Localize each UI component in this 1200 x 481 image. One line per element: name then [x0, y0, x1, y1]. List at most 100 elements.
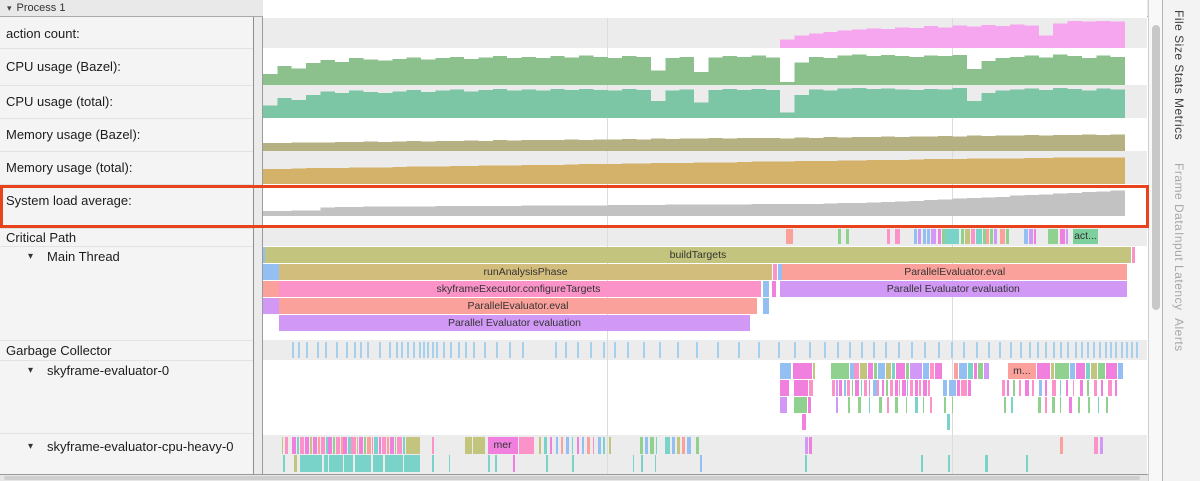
- skyframe-evaluator-0-slice[interactable]: [780, 397, 788, 413]
- gc-event-tick[interactable]: [613, 342, 616, 358]
- skyframe-evaluator-cpu-heavy-0-slice[interactable]: [309, 437, 312, 454]
- vertical-scrollbar-thumb[interactable]: [1152, 25, 1160, 310]
- collapse-arrow-icon[interactable]: ▾: [28, 364, 34, 376]
- skyframe-evaluator-0-slice[interactable]: [1097, 397, 1100, 413]
- skyframe-evaluator-0-slice[interactable]: [973, 363, 978, 379]
- gc-event-tick[interactable]: [1099, 342, 1102, 358]
- skyframe-evaluator-0-slice[interactable]: [895, 397, 898, 413]
- skyframe-evaluator-0-slice[interactable]: [889, 380, 894, 396]
- timeline-canvas[interactable]: act... buildTargets runAnalysisPhase Parall…: [263, 0, 1147, 474]
- skyframe-evaluator-cpu-heavy-0-slice[interactable]: [682, 437, 685, 454]
- skyframe-evaluator-cpu-heavy-0-slice[interactable]: [576, 437, 580, 454]
- skyframe-evaluator-cpu-heavy-0-slice[interactable]: [386, 437, 390, 454]
- collapse-arrow-icon[interactable]: ▾: [28, 250, 34, 262]
- skyframe-evaluator-0-slice[interactable]: [1108, 380, 1112, 396]
- skyframe-evaluator-0-slice[interactable]: [1045, 397, 1048, 413]
- skyframe-evaluator-cpu-heavy-0-slice[interactable]: [572, 455, 575, 472]
- gc-event-tick[interactable]: [911, 342, 913, 358]
- gc-event-tick[interactable]: [897, 342, 900, 358]
- skyframe-evaluator-0-slice[interactable]: [1018, 380, 1021, 396]
- gc-event-tick[interactable]: [389, 342, 392, 358]
- skyframe-evaluator-cpu-heavy-0-slice[interactable]: [639, 437, 644, 454]
- skyframe-evaluator-cpu-heavy-0-slice[interactable]: [687, 437, 691, 454]
- gc-event-tick[interactable]: [823, 342, 826, 358]
- gc-event-tick[interactable]: [395, 342, 398, 358]
- gc-event-tick[interactable]: [418, 342, 421, 358]
- gc-event-tick[interactable]: [1037, 342, 1040, 358]
- skyframe-evaluator-0-slice[interactable]: [1059, 397, 1062, 413]
- gc-event-tick[interactable]: [975, 342, 978, 358]
- skyframe-evaluator-0-slice[interactable]: [1025, 380, 1029, 396]
- skyframe-evaluator-cpu-heavy-0-slice[interactable]: [654, 455, 657, 472]
- skyframe-evaluator-0-slice-m...[interactable]: m...: [1008, 363, 1036, 379]
- skyframe-evaluator-0-slice[interactable]: [848, 397, 850, 413]
- skyframe-evaluator-0-slice[interactable]: [1010, 397, 1013, 413]
- skyframe-evaluator-0-slice[interactable]: [1115, 380, 1117, 396]
- skyframe-evaluator-0-slice[interactable]: [839, 380, 843, 396]
- skyframe-evaluator-cpu-heavy-0-slice[interactable]: [363, 437, 367, 454]
- skyframe-evaluator-0-slice[interactable]: [949, 380, 957, 396]
- skyframe-evaluator-cpu-heavy-0-slice[interactable]: [566, 437, 569, 454]
- skyframe-evaluator-cpu-heavy-0-slice[interactable]: [655, 437, 658, 454]
- skyframe-evaluator-cpu-heavy-0-slice[interactable]: [582, 437, 584, 454]
- skyframe-evaluator-0-slice[interactable]: [873, 363, 878, 379]
- skyframe-evaluator-0-slice[interactable]: [1055, 363, 1070, 379]
- skyframe-evaluator-cpu-heavy-0-slice[interactable]: [351, 437, 356, 454]
- skyframe-evaluator-0-slice[interactable]: [1105, 397, 1109, 413]
- skyframe-evaluator-0-slice[interactable]: [1106, 363, 1117, 379]
- skyframe-evaluator-cpu-heavy-0-slice[interactable]: [285, 437, 288, 454]
- skyframe-evaluator-cpu-heavy-0-slice[interactable]: [406, 437, 421, 454]
- critical-path-slice[interactable]: [989, 229, 994, 244]
- critical-path-slice[interactable]: [994, 229, 997, 244]
- skyframe-evaluator-cpu-heavy-0-slice[interactable]: [804, 455, 807, 472]
- skyframe-evaluator-0-slice[interactable]: [1065, 380, 1069, 396]
- main-thread-slice-Parallel Evaluator evaluation[interactable]: Parallel Evaluator evaluation: [780, 281, 1127, 297]
- gc-event-tick[interactable]: [346, 342, 349, 358]
- skyframe-evaluator-cpu-heavy-0-slice[interactable]: [555, 437, 559, 454]
- skyframe-evaluator-0-slice[interactable]: [794, 397, 807, 413]
- skyframe-evaluator-cpu-heavy-0-slice[interactable]: [300, 455, 323, 472]
- skyframe-evaluator-cpu-heavy-0-slice[interactable]: [473, 437, 485, 454]
- skyframe-evaluator-cpu-heavy-0-slice[interactable]: [332, 437, 336, 454]
- skyframe-evaluator-0-slice[interactable]: [1007, 380, 1010, 396]
- gc-event-tick[interactable]: [1080, 342, 1083, 358]
- critical-path-slice[interactable]: [786, 229, 794, 244]
- skyframe-evaluator-0-slice[interactable]: [1078, 397, 1080, 413]
- skyframe-evaluator-0-slice[interactable]: [1069, 397, 1072, 413]
- gc-event-tick[interactable]: [1104, 342, 1107, 358]
- skyframe-evaluator-0-slice[interactable]: [929, 397, 933, 413]
- skyframe-evaluator-cpu-heavy-0-slice[interactable]: [488, 455, 491, 472]
- counter-chart-action-count[interactable]: [263, 20, 1125, 48]
- skyframe-evaluator-0-slice[interactable]: [1101, 380, 1103, 396]
- skyframe-evaluator-cpu-heavy-0-slice[interactable]: [354, 455, 371, 472]
- gc-event-tick[interactable]: [1136, 342, 1139, 358]
- skyframe-evaluator-cpu-heavy-0-slice[interactable]: [665, 437, 670, 454]
- gc-event-tick[interactable]: [963, 342, 966, 358]
- skyframe-evaluator-cpu-heavy-0-slice[interactable]: [281, 437, 284, 454]
- skyframe-evaluator-cpu-heavy-0-slice[interactable]: [545, 455, 548, 472]
- critical-path-slice[interactable]: [931, 229, 936, 244]
- skyframe-evaluator-cpu-heavy-0-slice[interactable]: [1025, 455, 1028, 472]
- skyframe-evaluator-0-slice[interactable]: [1050, 363, 1055, 379]
- gc-event-tick[interactable]: [999, 342, 1002, 358]
- skyframe-evaluator-0-slice[interactable]: [1086, 363, 1091, 379]
- skyframe-evaluator-cpu-heavy-0-slice[interactable]: [985, 455, 988, 472]
- gc-event-tick[interactable]: [306, 342, 309, 358]
- gc-event-tick[interactable]: [436, 342, 439, 358]
- critical-path-slice[interactable]: [982, 229, 987, 244]
- counter-chart-mem-bazel[interactable]: [263, 121, 1125, 151]
- skyframe-evaluator-0-slice[interactable]: [835, 397, 839, 413]
- skyframe-evaluator-0-slice[interactable]: [854, 363, 859, 379]
- skyframe-evaluator-0-slice[interactable]: [929, 363, 934, 379]
- gc-event-tick[interactable]: [522, 342, 524, 358]
- skyframe-evaluator-cpu-heavy-0-slice[interactable]: [676, 437, 681, 454]
- skyframe-evaluator-0-slice[interactable]: [886, 363, 891, 379]
- skyframe-evaluator-cpu-heavy-0-slice[interactable]: [397, 437, 402, 454]
- gc-event-tick[interactable]: [292, 342, 295, 358]
- skyframe-evaluator-0-slice[interactable]: [850, 363, 854, 379]
- gc-event-tick[interactable]: [457, 342, 460, 358]
- skyframe-evaluator-0-slice[interactable]: [910, 380, 913, 396]
- skyframe-evaluator-0-slice[interactable]: [1087, 397, 1091, 413]
- skyframe-evaluator-cpu-heavy-0-slice[interactable]: [328, 437, 332, 454]
- gc-event-tick[interactable]: [473, 342, 476, 358]
